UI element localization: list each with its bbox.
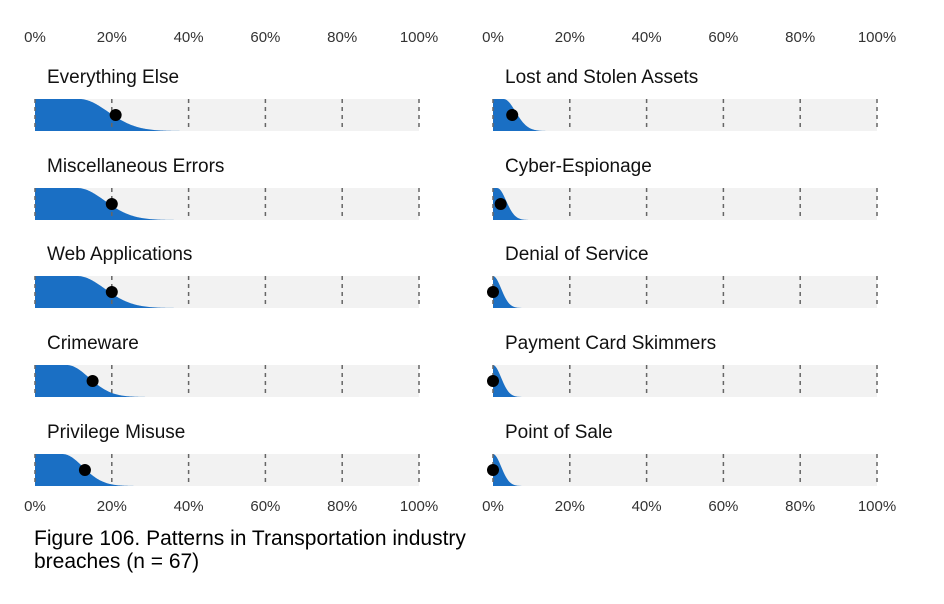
panel-label: Everything Else: [47, 67, 179, 88]
panel-label: Miscellaneous Errors: [47, 156, 224, 177]
x-tick-label-top: 0%: [24, 29, 46, 46]
point-estimate: [487, 464, 499, 476]
point-estimate: [105, 198, 118, 210]
panel-track: [493, 188, 877, 220]
panel-label: Lost and Stolen Assets: [505, 67, 698, 88]
point-estimate: [109, 109, 122, 121]
panel-track: [493, 454, 877, 486]
panel-track: [493, 99, 877, 131]
x-tick-label-top: 60%: [708, 29, 738, 46]
distribution-slab: [35, 365, 419, 397]
x-tick-label-bottom: 80%: [785, 498, 815, 515]
distribution-slab: [35, 276, 419, 308]
panel-label: Crimeware: [47, 333, 139, 354]
point-estimate: [78, 464, 91, 476]
panel-label: Payment Card Skimmers: [505, 333, 716, 354]
panel-label: Point of Sale: [505, 422, 613, 443]
x-tick-label-top: 60%: [250, 29, 280, 46]
x-tick-label-top: 100%: [400, 29, 438, 46]
point-estimate: [487, 286, 499, 298]
x-tick-label-top: 80%: [785, 29, 815, 46]
point-estimate: [494, 198, 507, 210]
x-tick-label-bottom: 40%: [632, 498, 662, 515]
x-tick-label-bottom: 0%: [482, 498, 504, 515]
panel-label: Web Applications: [47, 244, 192, 265]
figure-caption: Figure 106. Patterns in Transportation i…: [34, 527, 466, 573]
point-estimate: [86, 375, 99, 387]
point-estimate: [105, 286, 118, 298]
panel-label: Privilege Misuse: [47, 422, 185, 443]
x-tick-label-top: 80%: [327, 29, 357, 46]
distribution-slab: [35, 188, 419, 220]
panel-track: [493, 365, 877, 397]
x-tick-label-bottom: 100%: [400, 498, 438, 515]
x-tick-label-bottom: 100%: [858, 498, 896, 515]
x-tick-label-top: 100%: [858, 29, 896, 46]
x-tick-label-top: 0%: [482, 29, 504, 46]
panel-track: [493, 276, 877, 308]
x-tick-label-top: 20%: [97, 29, 127, 46]
x-tick-label-top: 40%: [174, 29, 204, 46]
distribution-slab: [35, 454, 419, 486]
x-tick-label-bottom: 60%: [708, 498, 738, 515]
panel-label: Cyber-Espionage: [505, 156, 652, 177]
x-tick-label-bottom: 20%: [555, 498, 585, 515]
x-tick-label-top: 40%: [632, 29, 662, 46]
x-tick-label-bottom: 80%: [327, 498, 357, 515]
point-estimate: [487, 375, 499, 387]
x-tick-label-top: 20%: [555, 29, 585, 46]
panel-label: Denial of Service: [505, 244, 649, 265]
point-estimate: [506, 109, 519, 121]
x-tick-label-bottom: 20%: [97, 498, 127, 515]
x-tick-label-bottom: 40%: [174, 498, 204, 515]
x-tick-label-bottom: 0%: [24, 498, 46, 515]
x-tick-label-bottom: 60%: [250, 498, 280, 515]
